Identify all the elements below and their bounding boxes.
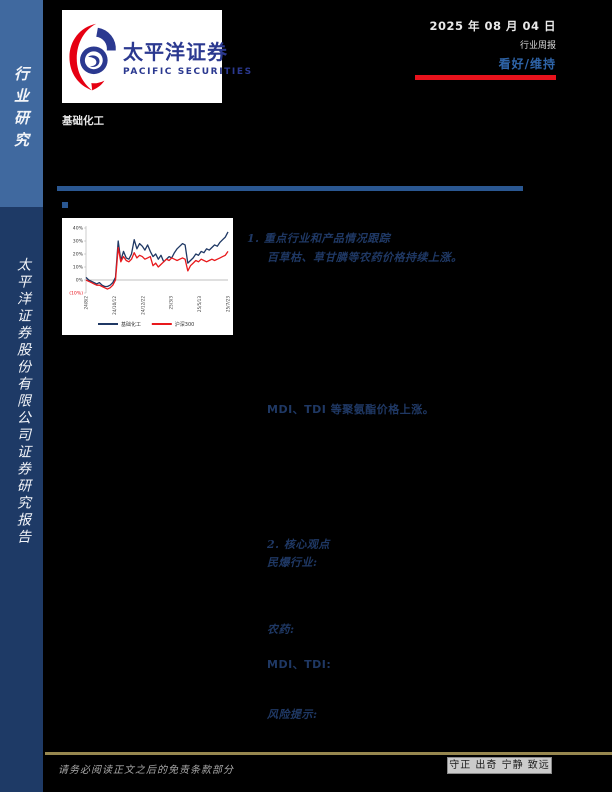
section1-title: 1. 重点行业和产品情况跟踪	[247, 232, 391, 245]
svg-text:基础化工: 基础化工	[121, 321, 141, 328]
pacific-securities-logo-icon	[69, 23, 116, 90]
footer-divider-line	[45, 752, 612, 755]
section-bullet-marker	[62, 202, 68, 208]
rating-underline-bar	[415, 75, 556, 80]
svg-text:20%: 20%	[73, 252, 84, 258]
svg-text:25/3/3: 25/3/3	[169, 296, 174, 310]
svg-text:0%: 0%	[76, 278, 84, 284]
risk-warning-label: 风险提示:	[267, 708, 318, 721]
sidebar-company-label: 太平洋证券股份有限公司证券研究报告	[15, 257, 31, 546]
svg-text:沪深300: 沪深300	[175, 321, 195, 328]
footer-disclaimer: 请务必阅读正文之后的免责条款部分	[58, 765, 234, 776]
svg-text:24/10/12: 24/10/12	[112, 296, 117, 315]
report-meta: 2025 年 08 月 04 日 行业周报 看好/维持	[336, 18, 556, 80]
svg-text:25/7/23: 25/7/23	[226, 296, 231, 312]
svg-text:10%: 10%	[73, 265, 84, 271]
svg-text:24/12/22: 24/12/22	[140, 296, 145, 315]
section-divider-bar	[57, 186, 523, 191]
svg-text:(10%): (10%)	[69, 291, 83, 297]
report-date: 2025 年 08 月 04 日	[429, 19, 556, 33]
sidebar-top-section: 行业研究	[0, 0, 43, 207]
footer-motto: 守正 出奇 宁静 致远	[447, 757, 552, 774]
section1-line-mdi: MDI、TDI 等聚氨酯价格上涨。	[267, 403, 435, 416]
industry-performance-chart: 40% 30% 20% 10% 0% (10%) 24/8/2 24/10/12 24/12/2…	[62, 218, 233, 335]
svg-text:24/8/2: 24/8/2	[84, 296, 89, 310]
logo-name-en: PACIFIC SECURITIES	[123, 67, 253, 77]
svg-text:40%: 40%	[73, 226, 84, 232]
svg-text:30%: 30%	[73, 239, 84, 245]
industry-label: 基础化工	[62, 115, 104, 127]
company-logo-box: 太平洋证券 PACIFIC SECURITIES	[62, 10, 251, 103]
topic-mdi-tdi: MDI、TDI:	[267, 658, 332, 671]
report-type: 行业周报	[519, 41, 556, 51]
logo-wordmark: 太平洋证券 PACIFIC SECURITIES	[123, 36, 253, 77]
sidebar-category-label: 行业研究	[12, 66, 30, 154]
svg-text:25/5/13: 25/5/13	[197, 296, 202, 312]
line-chart: 40% 30% 20% 10% 0% (10%)24/8/2 24/10/12 24/12/2…	[69, 226, 231, 328]
sidebar-bottom-section: 太平洋证券股份有限公司证券研究报告	[0, 207, 43, 792]
topic-civil-explosives: 民爆行业:	[267, 556, 318, 569]
section1-line-pesticide: 百草枯、草甘膦等农药价格持续上涨。	[267, 251, 463, 264]
logo-name-cn: 太平洋证券	[123, 40, 228, 64]
topic-pesticide: 农药:	[267, 623, 295, 636]
rating-label: 看好/维持	[498, 57, 556, 71]
section2-title: 2. 核心观点	[267, 538, 330, 551]
